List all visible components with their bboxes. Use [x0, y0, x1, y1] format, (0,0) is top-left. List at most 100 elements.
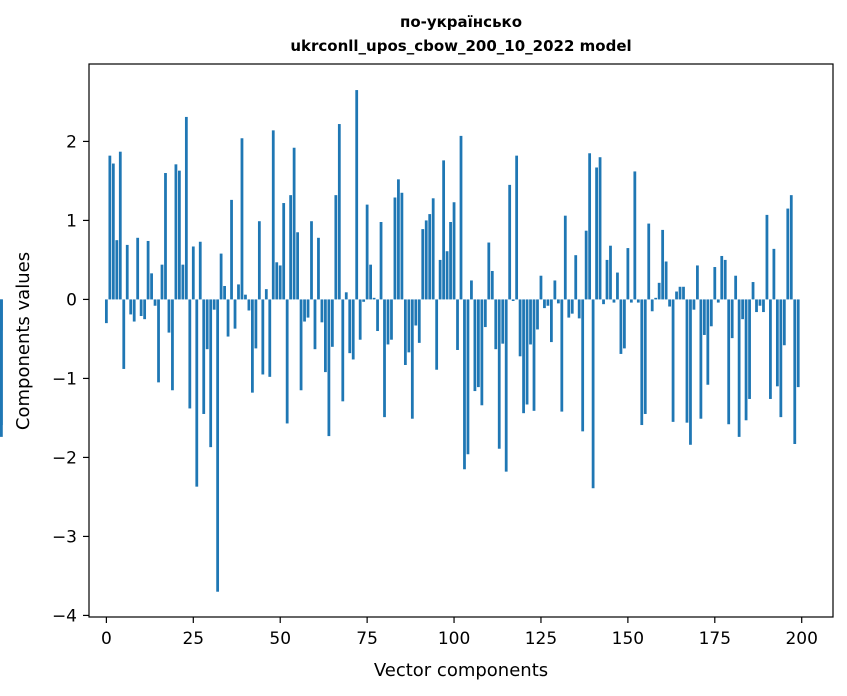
bar — [306, 299, 310, 318]
bar — [358, 299, 362, 340]
bar — [793, 299, 797, 444]
bar — [709, 299, 713, 327]
x-tick-label: 150 — [612, 629, 644, 649]
bar — [202, 299, 206, 414]
bar — [153, 299, 157, 306]
bar — [581, 299, 585, 432]
bar — [167, 299, 171, 333]
bar — [330, 299, 334, 347]
bar — [150, 273, 153, 300]
bar — [629, 299, 633, 303]
bar — [0, 299, 3, 426]
bar — [257, 221, 261, 300]
bar — [414, 299, 418, 326]
bar — [699, 299, 703, 419]
bar — [751, 282, 755, 300]
bar — [713, 267, 717, 300]
bar — [501, 299, 505, 344]
bar — [574, 255, 578, 300]
bar — [511, 299, 515, 301]
bar — [421, 229, 425, 300]
bar — [647, 223, 651, 300]
bar — [727, 299, 731, 425]
bar — [605, 259, 609, 300]
bar — [737, 299, 741, 437]
bar — [230, 199, 233, 300]
bar — [292, 147, 296, 300]
bar — [518, 299, 522, 357]
bar — [675, 291, 678, 300]
x-tick-label: 75 — [356, 629, 378, 649]
bar — [341, 299, 345, 402]
bar — [664, 261, 668, 300]
bar — [320, 299, 324, 323]
bar — [146, 240, 150, 300]
bar — [226, 299, 230, 337]
bar — [789, 195, 793, 300]
y-tick-label: 1 — [66, 211, 77, 231]
bar — [671, 299, 675, 422]
bar — [598, 157, 602, 300]
bar — [261, 299, 265, 375]
bar — [351, 299, 355, 360]
bar — [765, 214, 769, 300]
bar — [317, 237, 320, 300]
bar — [191, 246, 195, 300]
bar — [452, 202, 456, 300]
bar — [550, 299, 553, 343]
x-tick-label: 25 — [182, 629, 204, 649]
x-axis-ticks: 0 25 50 75 100 125 150 175 200 — [101, 617, 818, 649]
chart-subtitle: ukrconll_upos_cbow_200_10_2022 model — [290, 37, 631, 55]
bar — [470, 280, 473, 300]
bar — [769, 299, 772, 399]
bar — [623, 299, 626, 349]
bar — [143, 299, 147, 320]
bar — [494, 299, 498, 350]
bar — [706, 299, 710, 385]
bar — [184, 116, 188, 300]
bar — [428, 214, 432, 300]
bar — [734, 275, 738, 300]
x-axis-label: Vector components — [374, 660, 548, 681]
bar — [602, 299, 605, 305]
bar — [139, 299, 143, 317]
bar — [473, 299, 477, 392]
bar — [723, 259, 727, 300]
bar — [438, 259, 442, 300]
bar — [466, 299, 470, 455]
bar — [595, 167, 598, 300]
bar — [529, 299, 532, 345]
bar — [556, 299, 560, 304]
bar — [240, 138, 244, 300]
bar — [178, 170, 181, 300]
bar — [268, 299, 272, 377]
bar — [115, 240, 119, 300]
bar — [748, 299, 751, 399]
y-tick-label: −4 — [52, 606, 77, 626]
bar — [616, 272, 619, 300]
bar — [372, 297, 376, 300]
bar — [539, 275, 543, 300]
bar — [369, 264, 372, 300]
bar — [612, 299, 616, 303]
bar — [476, 299, 480, 388]
bar — [132, 299, 136, 322]
bar — [244, 294, 247, 300]
bar — [755, 299, 758, 313]
y-tick-label: −3 — [52, 527, 77, 547]
bar — [702, 299, 706, 335]
bar — [324, 299, 327, 373]
bar — [504, 299, 508, 472]
bar — [720, 255, 724, 300]
bar — [205, 299, 209, 350]
bar — [209, 299, 213, 448]
bar — [692, 299, 696, 310]
bar — [435, 299, 439, 370]
bar — [390, 299, 393, 340]
bar — [334, 195, 338, 300]
bar — [365, 204, 369, 300]
y-tick-label: 0 — [66, 290, 77, 310]
bar — [219, 253, 223, 300]
bar — [741, 299, 744, 320]
